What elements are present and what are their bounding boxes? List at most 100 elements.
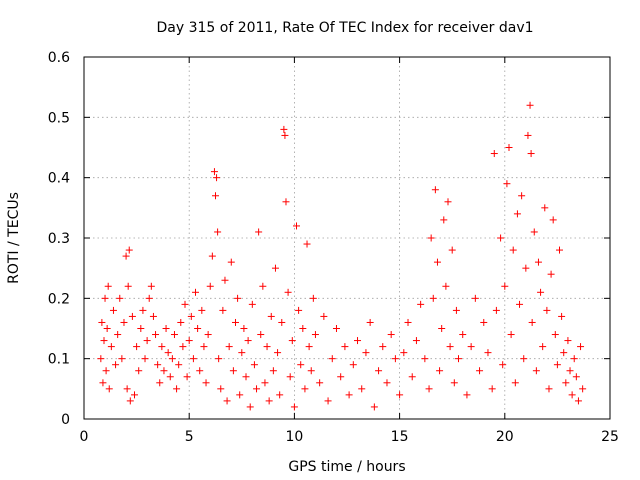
data-point bbox=[295, 306, 303, 314]
data-point bbox=[501, 282, 509, 290]
data-point bbox=[354, 337, 362, 345]
data-point bbox=[537, 288, 545, 296]
data-point bbox=[179, 343, 187, 351]
data-point bbox=[135, 367, 143, 375]
data-point bbox=[240, 325, 248, 332]
data-point bbox=[187, 312, 195, 320]
data-point bbox=[265, 397, 273, 405]
x-tick-label: 25 bbox=[601, 429, 619, 445]
data-point bbox=[499, 361, 507, 369]
data-point bbox=[511, 379, 519, 387]
data-point bbox=[301, 385, 309, 393]
data-point bbox=[309, 294, 317, 302]
data-point bbox=[219, 306, 227, 314]
data-point bbox=[278, 318, 286, 326]
x-tick-label: 15 bbox=[391, 429, 409, 445]
data-point bbox=[303, 240, 311, 248]
data-point bbox=[530, 228, 538, 236]
data-point bbox=[463, 391, 471, 399]
data-point bbox=[305, 343, 313, 351]
data-point bbox=[242, 373, 250, 381]
data-point bbox=[528, 318, 536, 326]
data-point bbox=[429, 294, 437, 302]
data-point bbox=[526, 101, 534, 109]
data-point bbox=[366, 318, 374, 326]
y-tick-label: 0 bbox=[61, 412, 70, 428]
data-point bbox=[293, 222, 301, 230]
data-point bbox=[290, 403, 298, 411]
data-point bbox=[421, 355, 429, 363]
data-point bbox=[455, 355, 463, 363]
data-point bbox=[125, 246, 133, 254]
data-point bbox=[107, 343, 115, 351]
data-point bbox=[349, 361, 357, 369]
data-point bbox=[387, 331, 395, 339]
data-point bbox=[166, 373, 174, 381]
data-point bbox=[383, 379, 391, 387]
data-point bbox=[189, 355, 197, 363]
data-point bbox=[281, 131, 289, 139]
data-point bbox=[133, 343, 141, 351]
data-point bbox=[299, 325, 307, 332]
data-point bbox=[236, 391, 244, 399]
data-point bbox=[175, 361, 183, 369]
data-point bbox=[276, 391, 284, 399]
data-point bbox=[503, 180, 511, 188]
data-point bbox=[185, 337, 193, 345]
data-point bbox=[412, 337, 420, 345]
data-point bbox=[442, 282, 450, 290]
data-point bbox=[143, 337, 151, 345]
data-point bbox=[177, 318, 185, 326]
data-point bbox=[560, 349, 568, 357]
data-point bbox=[105, 385, 113, 393]
data-point bbox=[404, 318, 412, 326]
data-point bbox=[259, 282, 267, 290]
data-point bbox=[112, 361, 120, 369]
data-point bbox=[328, 355, 336, 363]
data-point bbox=[118, 355, 126, 363]
data-point bbox=[507, 331, 515, 339]
x-axis-label: GPS time / hours bbox=[288, 459, 405, 475]
data-point bbox=[524, 131, 532, 139]
data-point bbox=[467, 343, 475, 351]
y-tick-label: 0.6 bbox=[48, 50, 70, 66]
data-point bbox=[194, 325, 202, 332]
data-point bbox=[263, 343, 271, 351]
data-point bbox=[492, 306, 500, 314]
data-point bbox=[379, 343, 387, 351]
data-point bbox=[324, 397, 332, 405]
data-point bbox=[101, 294, 109, 302]
data-point bbox=[417, 300, 425, 308]
data-point bbox=[545, 385, 553, 393]
data-point bbox=[484, 349, 492, 357]
data-point bbox=[513, 210, 521, 218]
data-point bbox=[440, 216, 448, 224]
data-point bbox=[391, 355, 399, 363]
data-point bbox=[427, 234, 435, 242]
data-point bbox=[168, 355, 176, 363]
data-point bbox=[122, 252, 130, 260]
data-point bbox=[488, 385, 496, 393]
data-point bbox=[370, 403, 378, 411]
grid bbox=[84, 57, 610, 419]
data-point bbox=[444, 198, 452, 206]
data-point bbox=[274, 349, 282, 357]
data-point bbox=[345, 391, 353, 399]
data-point bbox=[128, 312, 136, 320]
data-point bbox=[269, 367, 277, 375]
data-point bbox=[158, 343, 166, 351]
data-point bbox=[198, 306, 206, 314]
data-point bbox=[332, 325, 340, 332]
data-point bbox=[547, 270, 555, 278]
data-point bbox=[123, 385, 131, 393]
data-point bbox=[99, 379, 107, 387]
data-point bbox=[98, 318, 106, 326]
x-tick-label: 10 bbox=[285, 429, 303, 445]
data-point bbox=[572, 373, 580, 381]
data-point bbox=[553, 361, 561, 369]
data-point bbox=[173, 385, 181, 393]
data-point bbox=[448, 246, 456, 254]
data-point bbox=[217, 385, 225, 393]
data-point bbox=[212, 192, 219, 200]
y-tick-label: 0.4 bbox=[48, 171, 70, 187]
